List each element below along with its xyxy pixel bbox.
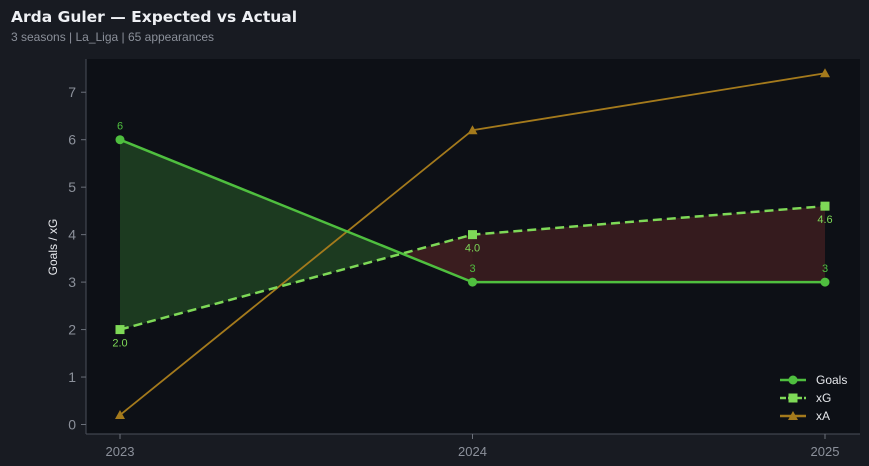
marker-xg	[788, 393, 798, 403]
data-label-goals: 6	[117, 121, 123, 133]
data-label-xg: 2.0	[112, 338, 127, 350]
data-label-goals: 3	[469, 263, 475, 275]
marker-goals	[788, 375, 798, 385]
marker-xg	[115, 325, 125, 335]
chart-title: Arda Guler — Expected vs Actual	[11, 8, 298, 26]
y-tick-label: 4	[68, 227, 76, 243]
x-tick-label: 2023	[106, 444, 135, 459]
legend-label-goals: Goals	[816, 373, 847, 387]
x-tick-label: 2024	[458, 444, 487, 459]
y-tick-label: 3	[68, 274, 76, 290]
y-tick-label: 2	[68, 322, 76, 338]
data-label-xg: 4.6	[817, 214, 832, 226]
fill-goals-under-xg	[402, 234, 473, 283]
data-label-xg: 4.0	[465, 243, 480, 255]
y-tick-label: 0	[68, 417, 76, 433]
marker-goals	[820, 277, 830, 287]
fill-goals-under-xg	[472, 206, 825, 283]
y-tick-label: 5	[68, 179, 76, 195]
marker-xa	[820, 68, 830, 78]
fill-goals-over-xg	[120, 139, 402, 330]
data-label-goals: 3	[822, 263, 828, 275]
legend-label-xg: xG	[816, 391, 831, 405]
marker-xg	[468, 230, 477, 240]
x-tick-label: 2025	[811, 444, 840, 459]
marker-xa	[467, 125, 478, 135]
chart-subtitle: 3 seasons | La_Liga | 65 appearances	[11, 30, 215, 44]
y-tick-label: 7	[68, 84, 76, 100]
y-axis-label: Goals / xG	[46, 219, 60, 276]
marker-goals	[115, 135, 125, 145]
marker-xa	[788, 411, 798, 420]
legend-label-xa: xA	[816, 409, 830, 423]
marker-goals	[468, 277, 477, 287]
marker-xg	[820, 201, 830, 211]
y-tick-label: 1	[68, 369, 76, 385]
y-tick-label: 6	[68, 132, 76, 148]
marker-xa	[115, 410, 125, 420]
